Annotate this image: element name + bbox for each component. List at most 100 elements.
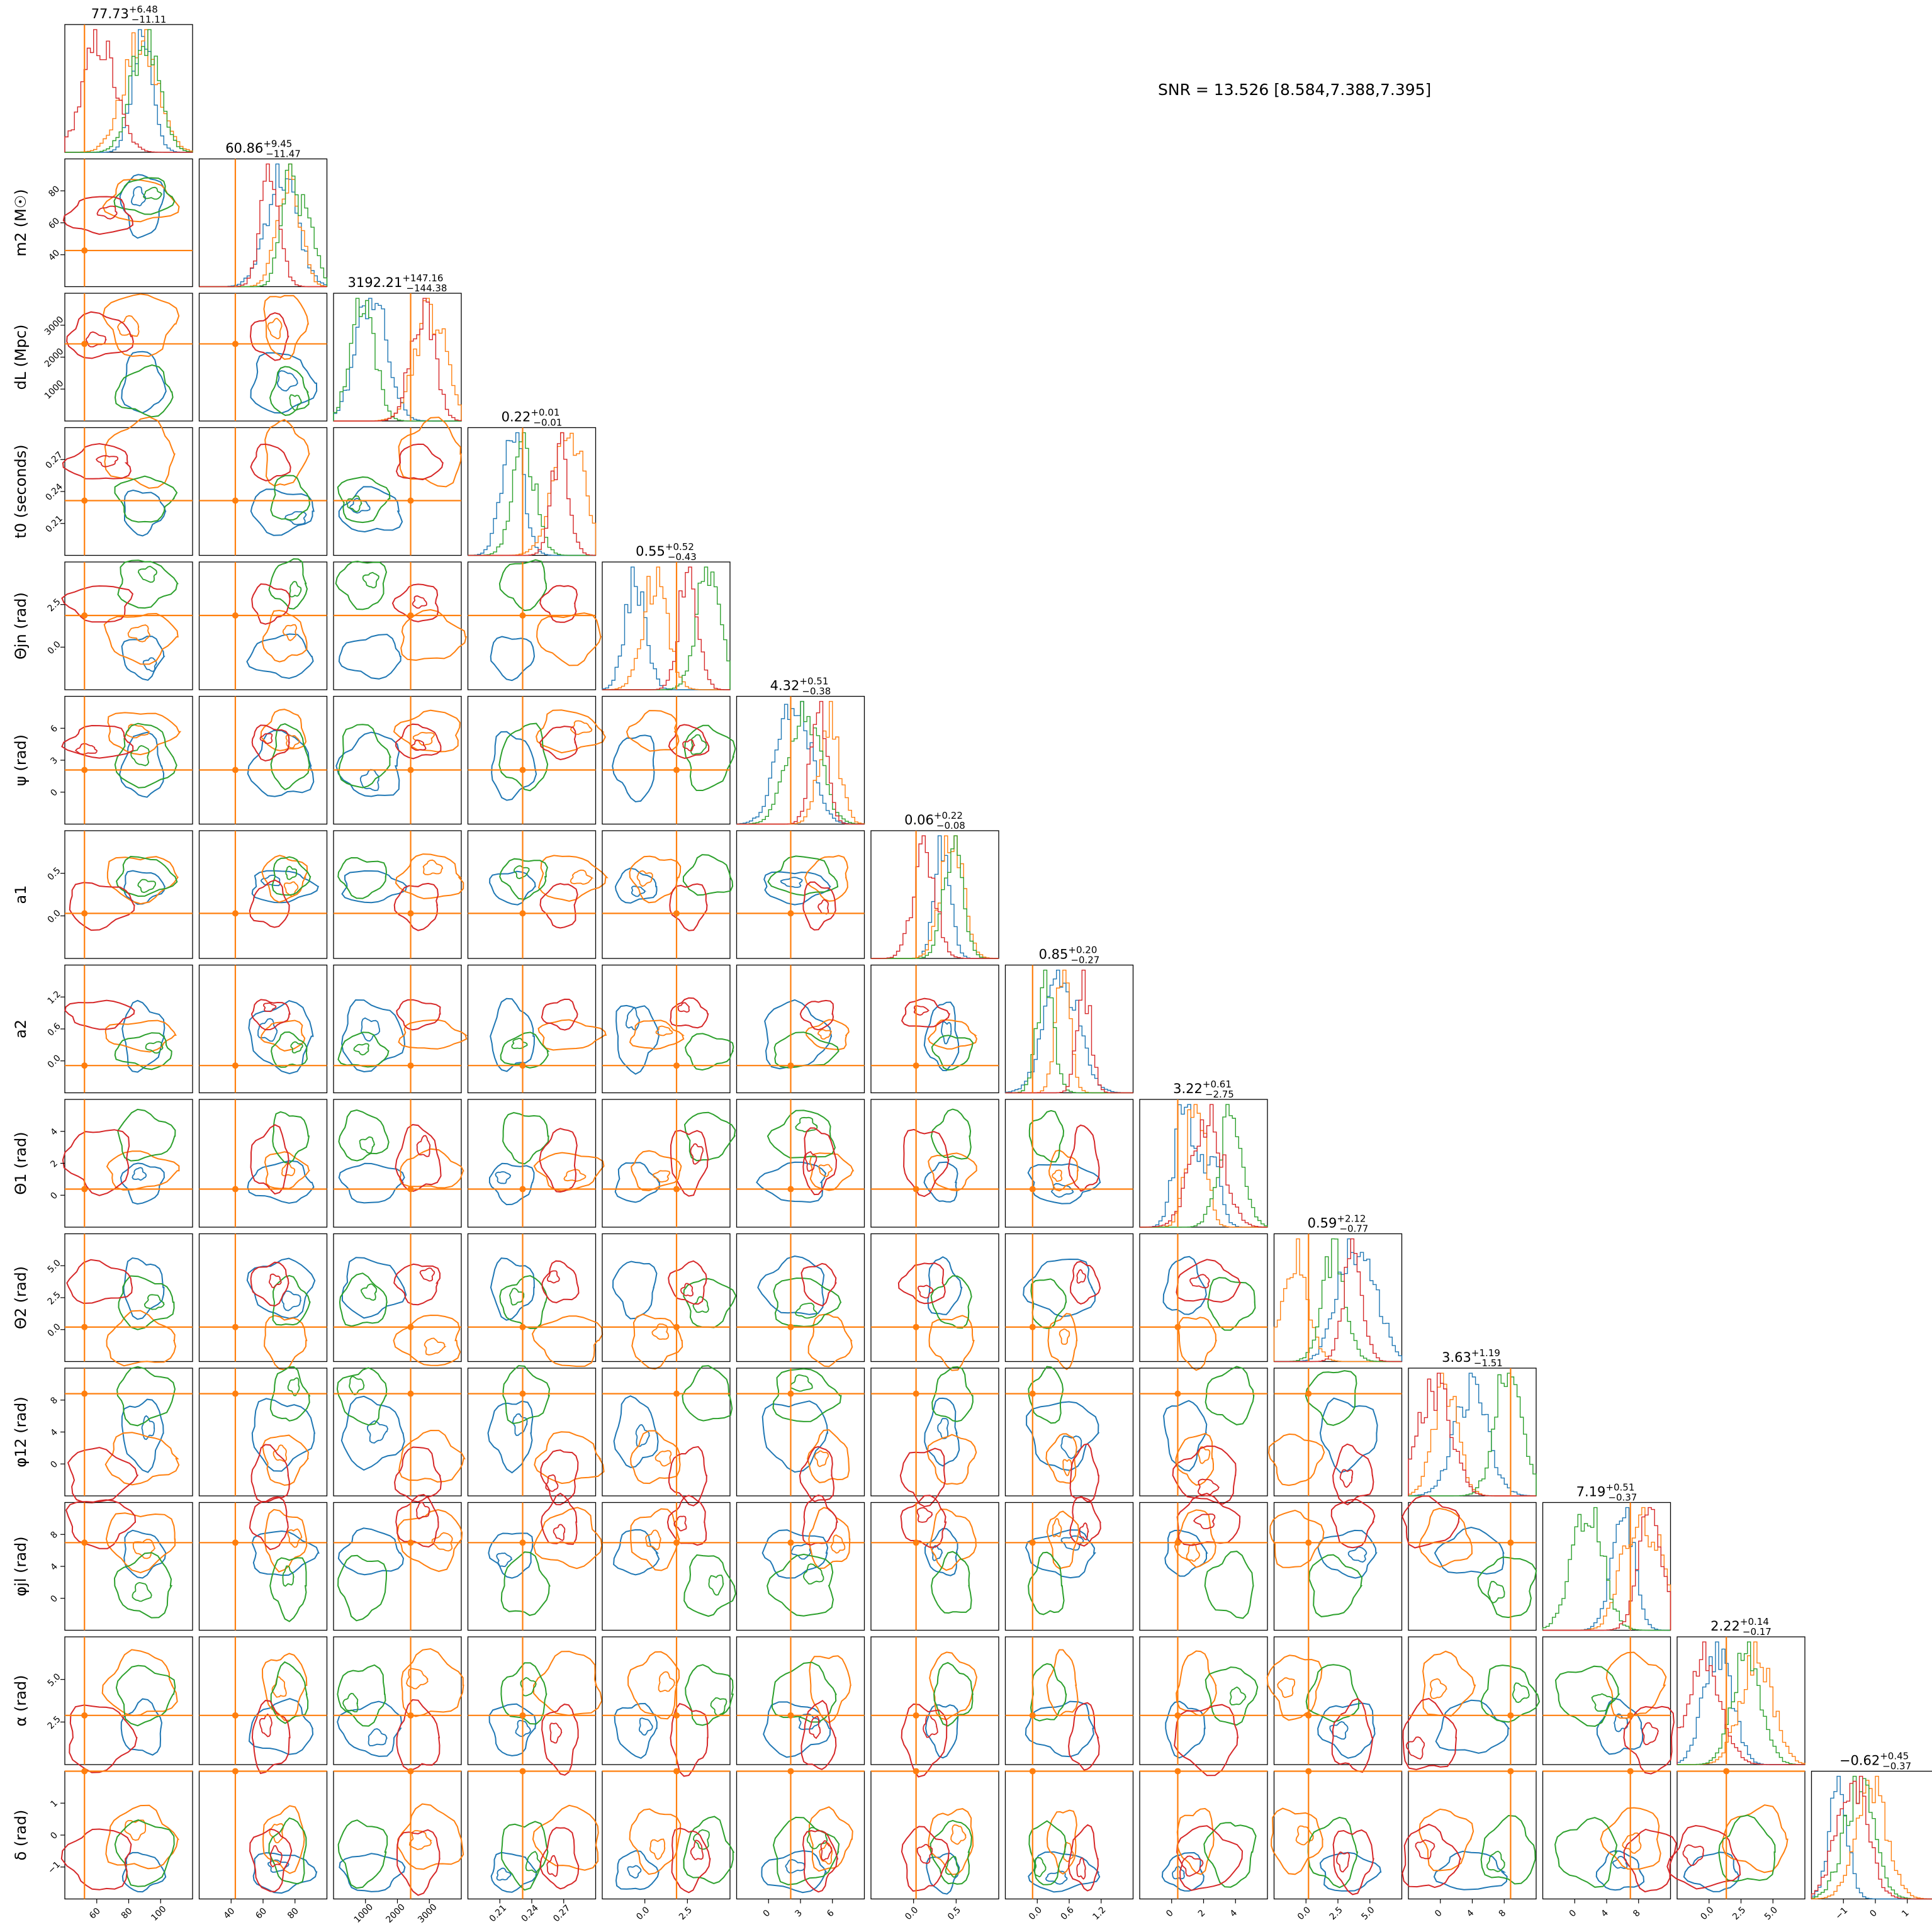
contour-series-1 bbox=[339, 634, 401, 679]
contour-series-1 bbox=[926, 1853, 959, 1894]
contour-island-series-2 bbox=[268, 318, 282, 339]
ytick-label-t0: 0.21 bbox=[43, 514, 64, 534]
contour-series-3 bbox=[774, 1278, 841, 1327]
truth-point bbox=[1627, 1768, 1634, 1775]
contour-series-2 bbox=[809, 1315, 852, 1367]
contour-series-4 bbox=[63, 444, 131, 479]
truth-point bbox=[913, 1391, 919, 1397]
ytick-label-m2: 60 bbox=[47, 216, 62, 231]
panel-alpha-vs-phijl bbox=[1543, 1637, 1671, 1765]
contour-series-3 bbox=[499, 724, 548, 791]
ytick-label-t0: 0.24 bbox=[43, 481, 64, 502]
panel-phi12-vs-m2 bbox=[199, 1368, 327, 1496]
contours-alpha-vs-dL bbox=[337, 1649, 463, 1770]
contour-series-1 bbox=[616, 1851, 659, 1889]
param-title-alpha: 2.22+0.14 −0.17 bbox=[1710, 1616, 1772, 1637]
xtick-label-psi: 3 bbox=[793, 1908, 804, 1919]
contour-island-series-4 bbox=[260, 1714, 272, 1737]
contour-series-4 bbox=[62, 726, 133, 758]
contours-phijl-vs-m2 bbox=[250, 1498, 319, 1622]
contours-thetajn-vs-m1 bbox=[62, 560, 177, 680]
truth-point bbox=[520, 1768, 526, 1775]
xtick-label-delta: −1 bbox=[1833, 1906, 1850, 1922]
truth-point bbox=[913, 1712, 919, 1719]
contour-island-series-1 bbox=[785, 1860, 805, 1873]
contour-island-series-4 bbox=[420, 1268, 435, 1281]
panel-psi-vs-thetajn bbox=[602, 697, 730, 824]
contour-series-2 bbox=[1179, 1317, 1216, 1370]
contours-delta-vs-m2 bbox=[250, 1806, 317, 1893]
xtick-label-a2: 1.2 bbox=[1091, 1905, 1108, 1922]
truth-point bbox=[673, 767, 680, 773]
contour-island-series-4 bbox=[818, 900, 828, 914]
xtick-label-a2: 0.6 bbox=[1059, 1905, 1076, 1922]
ylabel-alpha: α (rad) bbox=[12, 1675, 30, 1727]
panel-delta-vs-theta2 bbox=[1274, 1772, 1402, 1899]
contour-series-2 bbox=[928, 1809, 973, 1875]
contour-island-series-1 bbox=[791, 1544, 811, 1559]
contours-t0-vs-dL bbox=[338, 417, 461, 532]
panel-theta2-vs-theta1 bbox=[1140, 1234, 1267, 1362]
histogram-t0-series-4 bbox=[468, 433, 596, 556]
truth-point bbox=[913, 1186, 919, 1193]
contour-island-series-3 bbox=[1230, 1687, 1246, 1705]
contour-series-3 bbox=[1031, 1664, 1066, 1721]
truth-point bbox=[1174, 1539, 1181, 1546]
contour-island-series-1 bbox=[938, 1418, 948, 1439]
ytick-label-delta: 0 bbox=[48, 1830, 60, 1841]
truth-point bbox=[232, 1186, 239, 1193]
contours-a2-vs-thetajn bbox=[616, 998, 733, 1074]
xtick-label-phi12: 8 bbox=[1497, 1908, 1508, 1919]
contour-series-4 bbox=[250, 1498, 288, 1550]
xtick-label-delta: 0 bbox=[1868, 1908, 1879, 1919]
contours-psi-vs-t0 bbox=[491, 710, 605, 800]
contour-series-4 bbox=[541, 884, 578, 928]
contour-series-2 bbox=[534, 1507, 602, 1568]
xtick-label-theta1: 0 bbox=[1164, 1908, 1176, 1919]
contour-island-series-2 bbox=[282, 1164, 295, 1176]
contour-island-series-2 bbox=[424, 860, 443, 875]
truth-point bbox=[232, 1712, 239, 1719]
xtick-label-t0: 0.27 bbox=[551, 1903, 572, 1924]
panel-delta-vs-thetajn bbox=[602, 1772, 730, 1899]
contour-series-4 bbox=[251, 444, 291, 481]
contours-a1-vs-dL bbox=[338, 854, 463, 930]
param-title-m1: 77.73+6.48 −11.11 bbox=[91, 4, 167, 25]
contour-series-4 bbox=[541, 1450, 578, 1505]
xtick-label-thetajn: 2.5 bbox=[677, 1905, 694, 1922]
contour-island-series-3 bbox=[354, 1043, 369, 1055]
contour-island-series-2 bbox=[407, 1668, 428, 1688]
contour-series-4 bbox=[252, 1445, 289, 1502]
panel-a2-vs-a1 bbox=[871, 965, 999, 1093]
contour-island-series-4 bbox=[1407, 1737, 1424, 1759]
contours-delta-vs-a1 bbox=[902, 1809, 973, 1894]
contours-alpha-vs-phi12 bbox=[1403, 1651, 1540, 1770]
ytick-label-psi: 3 bbox=[48, 755, 60, 767]
truth-point bbox=[1174, 1324, 1181, 1330]
xtick-label-t0: 0.24 bbox=[519, 1903, 540, 1924]
contour-series-4 bbox=[1069, 1703, 1099, 1770]
xtick-label-psi: 0 bbox=[761, 1908, 773, 1919]
contours-phi12-vs-m2 bbox=[252, 1367, 315, 1502]
contour-series-1 bbox=[342, 1396, 405, 1470]
contour-series-4 bbox=[1624, 1829, 1676, 1892]
truth-point bbox=[81, 1062, 87, 1069]
ylabel-a2: a2 bbox=[12, 1019, 30, 1038]
contour-island-series-2 bbox=[571, 870, 592, 884]
truth-point bbox=[232, 767, 239, 773]
contour-island-series-2 bbox=[1052, 1170, 1062, 1181]
contours-alpha-vs-m2 bbox=[249, 1654, 313, 1773]
ylabel-m2: m2 (M☉) bbox=[12, 189, 30, 256]
contour-series-3 bbox=[683, 855, 733, 895]
contours-thetajn-vs-t0 bbox=[491, 560, 601, 680]
ytick-label-phijl: 0 bbox=[48, 1593, 60, 1605]
xtick-label-a2: 0.0 bbox=[1027, 1905, 1044, 1922]
contour-island-series-4 bbox=[554, 1525, 565, 1541]
truth-point bbox=[1030, 1712, 1036, 1719]
contour-island-series-2 bbox=[1060, 1329, 1070, 1344]
truth-point bbox=[1627, 1712, 1634, 1719]
contour-series-3 bbox=[772, 1663, 836, 1722]
contours-phijl-vs-theta2 bbox=[1270, 1500, 1376, 1617]
contour-island-series-3 bbox=[131, 746, 149, 766]
truth-point bbox=[1305, 1712, 1311, 1719]
